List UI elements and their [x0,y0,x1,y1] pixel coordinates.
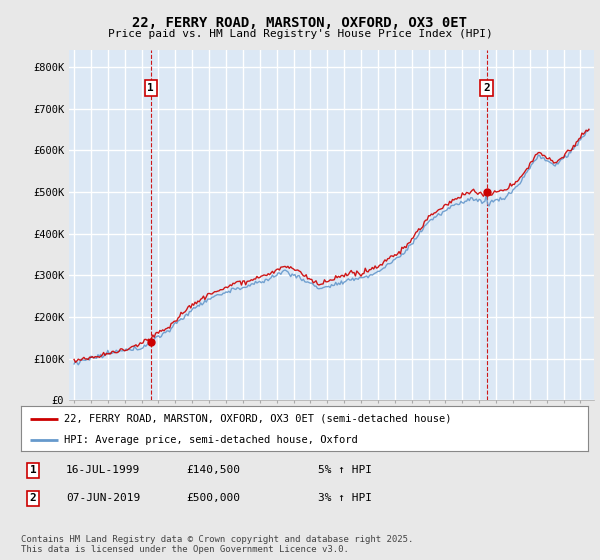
Text: 07-JUN-2019: 07-JUN-2019 [66,493,140,503]
Text: HPI: Average price, semi-detached house, Oxford: HPI: Average price, semi-detached house,… [64,435,357,445]
Text: 2: 2 [29,493,37,503]
Text: 5% ↑ HPI: 5% ↑ HPI [318,465,372,475]
Text: 16-JUL-1999: 16-JUL-1999 [66,465,140,475]
Text: Contains HM Land Registry data © Crown copyright and database right 2025.
This d: Contains HM Land Registry data © Crown c… [21,535,413,554]
Text: Price paid vs. HM Land Registry's House Price Index (HPI): Price paid vs. HM Land Registry's House … [107,29,493,39]
Text: £500,000: £500,000 [186,493,240,503]
Text: 22, FERRY ROAD, MARSTON, OXFORD, OX3 0ET (semi-detached house): 22, FERRY ROAD, MARSTON, OXFORD, OX3 0ET… [64,413,451,423]
Text: 1: 1 [29,465,37,475]
Text: 22, FERRY ROAD, MARSTON, OXFORD, OX3 0ET: 22, FERRY ROAD, MARSTON, OXFORD, OX3 0ET [133,16,467,30]
Text: 1: 1 [148,83,154,93]
Text: £140,500: £140,500 [186,465,240,475]
Text: 2: 2 [483,83,490,93]
Text: 3% ↑ HPI: 3% ↑ HPI [318,493,372,503]
